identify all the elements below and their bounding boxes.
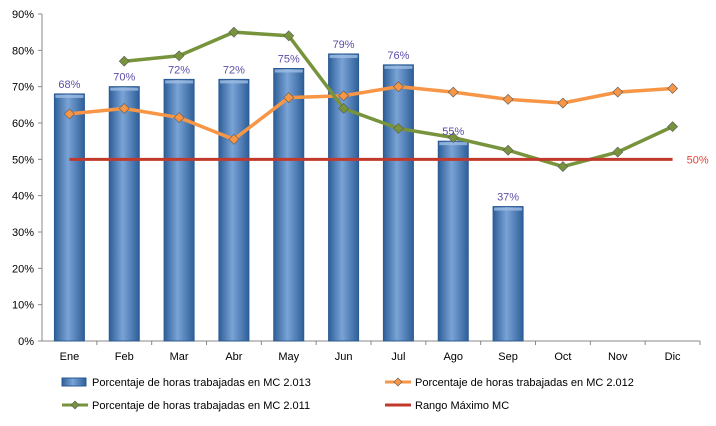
bar — [382, 64, 414, 342]
line-marker — [502, 93, 514, 105]
y-tick-label: 10% — [12, 300, 34, 312]
line-marker — [283, 30, 295, 42]
bar-top-highlight — [439, 142, 468, 146]
bar-data-label: 37% — [497, 192, 519, 204]
line-marker — [557, 97, 569, 109]
legend-item: Porcentaje de horas trabajadas en MC 2.0… — [385, 377, 634, 389]
line-marker — [447, 132, 459, 143]
legend: Porcentaje de horas trabajadas en MC 2.0… — [61, 377, 634, 412]
bar-data-label: 68% — [58, 79, 80, 91]
legend-item: Rango Máximo MC — [385, 400, 509, 412]
line-series — [63, 26, 679, 173]
bar — [328, 53, 360, 342]
bar — [437, 140, 469, 342]
line-marker — [667, 121, 679, 133]
line-marker — [338, 90, 350, 102]
line-marker — [173, 112, 185, 123]
line-marker — [118, 103, 130, 114]
legend-item: Porcentaje de horas trabajadas en MC 2.0… — [62, 400, 310, 412]
line-marker — [228, 133, 240, 145]
x-tick-label: Dic — [665, 351, 681, 363]
x-tick-label: Sep — [498, 351, 518, 363]
legend-marker — [393, 377, 403, 387]
line-marker — [612, 86, 624, 98]
line-marker — [283, 92, 295, 103]
y-tick-label: 20% — [12, 263, 34, 275]
y-tick-label: 40% — [12, 191, 34, 203]
legend-swatch — [61, 377, 87, 387]
axes: 0% 10% 20% 30% 40% 50% 60% 70% 80% 90% Ene Feb Mar Ab… — [12, 9, 701, 363]
bar-top-highlight — [165, 80, 194, 84]
bar-data-label: 55% — [442, 126, 464, 138]
bar-top-highlight — [55, 94, 84, 98]
bar-data-label: 76% — [387, 50, 409, 62]
bar-top-highlight — [494, 207, 523, 211]
line-marker — [612, 146, 624, 158]
bar-data-label: 70% — [113, 72, 135, 84]
x-tick-label: Mar — [170, 351, 189, 363]
bar-top-highlight — [110, 87, 139, 91]
data-labels: 68% 70% 72% 72% 75% 79% 76% 55% 37% 50% — [58, 39, 708, 204]
y-tick-label: 60% — [12, 118, 34, 130]
bar-data-label: 75% — [278, 54, 300, 66]
x-tick-label: Ago — [443, 351, 463, 363]
y-tick-label: 50% — [12, 154, 34, 166]
legend-marker — [70, 400, 80, 410]
line-marker — [173, 50, 185, 62]
line-marker — [118, 55, 130, 67]
bar-top-highlight — [329, 54, 358, 58]
legend-label: Porcentaje de horas trabajadas en MC 2.0… — [92, 400, 310, 412]
x-tick-label: Jun — [335, 351, 353, 363]
legend-item: Porcentaje de horas trabajadas en MC 2.0… — [61, 377, 311, 389]
x-tick-label: Nov — [608, 351, 628, 363]
threshold-label: 50% — [687, 154, 709, 166]
bar — [53, 93, 85, 342]
y-tick-label: 30% — [12, 227, 34, 239]
y-tick-label: 80% — [12, 45, 34, 57]
bar — [273, 68, 305, 342]
y-tick-label: 70% — [12, 82, 34, 94]
line-marker — [502, 144, 514, 156]
y-tick-label: 90% — [12, 9, 34, 21]
line-marker — [228, 26, 240, 38]
bar-data-label: 72% — [168, 64, 190, 76]
bar-top-highlight — [384, 65, 413, 69]
bar-top-highlight — [219, 80, 248, 84]
bar-top-highlight — [274, 69, 303, 73]
y-tick-label: 0% — [18, 336, 34, 348]
line-marker — [63, 108, 75, 120]
line-path — [69, 84, 673, 142]
x-tick-label: Feb — [115, 351, 134, 363]
legend-label: Rango Máximo MC — [415, 400, 509, 412]
line-marker — [392, 123, 404, 134]
line-marker — [338, 103, 350, 114]
x-tick-label: Abr — [225, 351, 242, 363]
x-tick-label: May — [278, 351, 299, 363]
bar-series — [53, 53, 524, 342]
bar — [218, 78, 250, 342]
line-marker — [667, 83, 679, 94]
line-marker — [447, 86, 459, 98]
bar-data-label: 72% — [223, 64, 245, 76]
line-marker — [557, 161, 569, 173]
bar — [492, 206, 524, 342]
x-tick-label: Oct — [554, 351, 571, 363]
x-tick-label: Ene — [60, 351, 80, 363]
x-tick-label: Jul — [391, 351, 405, 363]
bar — [108, 86, 140, 342]
line-marker — [392, 81, 404, 93]
bar-data-label: 79% — [333, 39, 355, 51]
legend-label: Porcentaje de horas trabajadas en MC 2.0… — [415, 377, 634, 389]
legend-label: Porcentaje de horas trabajadas en MC 2.0… — [92, 377, 311, 389]
